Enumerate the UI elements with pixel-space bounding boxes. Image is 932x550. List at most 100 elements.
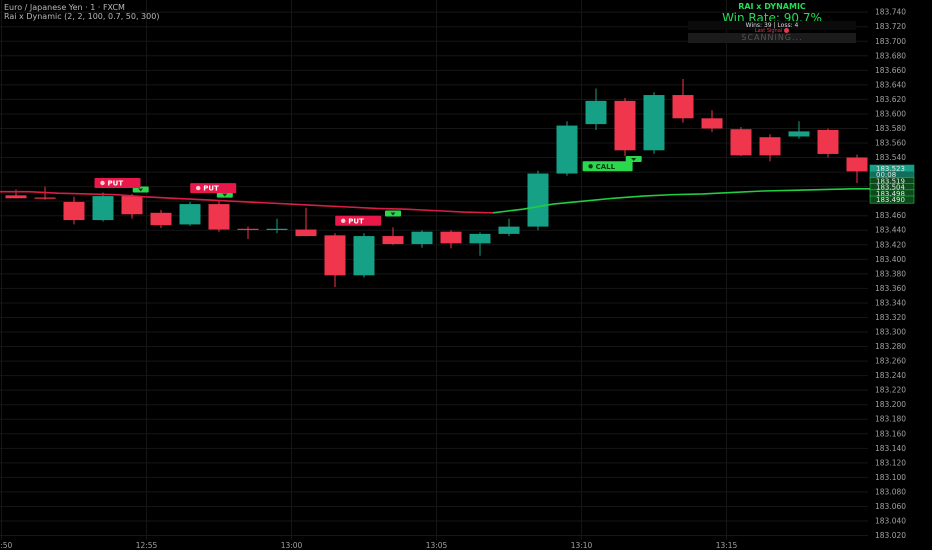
y-tick-label: 183.440 — [875, 226, 906, 235]
bearish-candle — [440, 231, 462, 244]
y-tick-label: 183.540 — [875, 153, 906, 162]
y-tick-label: 183.580 — [875, 124, 906, 133]
bearish-candle — [208, 204, 230, 230]
signal-box — [190, 183, 237, 194]
green-arrow-marker — [625, 156, 642, 163]
bearish-candle — [324, 235, 346, 276]
bearish-candle — [759, 137, 781, 156]
price-tag-text: 183.490 — [876, 196, 905, 204]
signal-dot-icon — [196, 185, 201, 191]
x-tick-label: 13:15 — [716, 541, 738, 550]
marker-arrow-icon — [390, 212, 396, 216]
y-tick-label: 183.280 — [875, 342, 906, 351]
bearish-candle — [817, 129, 839, 154]
y-tick-label: 183.340 — [875, 298, 906, 307]
y-tick-label: 183.600 — [875, 109, 906, 118]
bullish-candle — [353, 236, 375, 276]
bearish-candle — [730, 129, 752, 156]
x-tick-label: 12:50 — [0, 541, 13, 550]
y-tick-label: 183.660 — [875, 66, 906, 75]
bullish-candle — [498, 226, 520, 234]
x-tick-label: 13:05 — [426, 541, 448, 550]
y-tick-label: 183.160 — [875, 429, 906, 438]
bearish-candle — [295, 229, 317, 237]
bullish-candle — [585, 100, 607, 125]
bearish-candle — [237, 228, 259, 230]
y-tick-label: 183.040 — [875, 517, 906, 526]
signal-dot-icon — [100, 180, 105, 186]
ma-green-line — [492, 188, 884, 214]
bullish-candle — [556, 125, 578, 174]
bearish-candle — [150, 212, 172, 226]
y-tick-label: 183.300 — [875, 328, 906, 337]
bearish-candle — [5, 195, 27, 199]
bearish-candle — [614, 100, 636, 151]
put-signal-label: PUT — [190, 183, 237, 194]
x-tick-label: 13:00 — [281, 541, 303, 550]
green-arrow-marker — [132, 186, 149, 193]
price-tag-box — [869, 195, 915, 204]
last-signal-row: Last Signal — [688, 27, 856, 35]
signal-box — [94, 178, 141, 189]
call-signal-label: CALL — [582, 161, 633, 172]
price-tag-text: 183.519 — [876, 177, 905, 185]
bullish-candle — [411, 231, 433, 245]
put-signal-label: PUT — [94, 178, 141, 189]
signal-box — [582, 161, 633, 172]
bearish-candle — [63, 201, 85, 221]
symbol-legend[interactable]: Euro / Japanese Yen · 1 · FXCM — [4, 3, 125, 12]
signal-dot-icon — [341, 218, 346, 223]
y-tick-label: 183.120 — [875, 458, 906, 467]
marker-arrow-icon — [138, 188, 144, 192]
last-signal-label: Last Signal — [754, 28, 783, 34]
signal-text: PUT — [203, 185, 219, 193]
bearish-candle — [672, 95, 694, 119]
bearish-candle — [121, 196, 143, 215]
y-tick-label: 183.220 — [875, 386, 906, 395]
put-signal-label: PUT — [335, 215, 382, 226]
y-tick-label: 183.320 — [875, 313, 906, 322]
y-tick-label: 183.140 — [875, 444, 906, 453]
y-tick-label: 183.020 — [875, 531, 906, 540]
y-tick-label: 183.700 — [875, 37, 906, 46]
signal-text: PUT — [348, 217, 364, 225]
bearish-candle — [846, 157, 868, 172]
y-tick-label: 183.240 — [875, 371, 906, 380]
bullish-candle — [643, 95, 665, 151]
signal-text: PUT — [108, 180, 124, 188]
bearish-candle — [701, 118, 723, 129]
y-tick-label: 183.720 — [875, 22, 906, 31]
y-tick-label: 183.400 — [875, 255, 906, 264]
green-arrow-marker — [216, 191, 233, 198]
y-tick-label: 183.360 — [875, 284, 906, 293]
y-tick-label: 183.260 — [875, 357, 906, 366]
bearish-candle — [34, 197, 56, 199]
y-tick-label: 183.100 — [875, 473, 906, 482]
green-arrow-marker — [385, 210, 401, 217]
indicator-legend[interactable]: Rai x Dynamic (2, 2, 100, 0.7, 50, 300) — [4, 12, 160, 21]
ma-red-line — [0, 190, 494, 214]
y-tick-label: 183.640 — [875, 80, 906, 89]
bearish-candle — [382, 236, 404, 245]
y-tick-label: 183.680 — [875, 51, 906, 60]
y-tick-label: 183.080 — [875, 487, 906, 496]
y-tick-label: 183.460 — [875, 211, 906, 220]
bullish-candle — [179, 204, 201, 225]
y-tick-label: 183.740 — [875, 8, 906, 17]
signal-text: CALL — [596, 163, 616, 171]
x-tick-label: 12:55 — [136, 541, 158, 550]
price-tag-text: 183.504 — [876, 184, 905, 192]
wins-loss-record: Wins: 39 | Loss: 4 — [688, 21, 856, 30]
y-tick-label: 183.380 — [875, 269, 906, 278]
y-tick-label: 183.180 — [875, 415, 906, 424]
bullish-candle — [92, 196, 114, 221]
price-tag-text: 183.498 — [876, 190, 905, 198]
y-tick-label: 183.620 — [875, 95, 906, 104]
signal-dot-icon — [588, 164, 593, 169]
x-tick-label: 13:10 — [571, 541, 593, 550]
bullish-candle — [469, 233, 491, 244]
price-tag-text: 00:08 — [876, 171, 896, 179]
signal-box — [335, 215, 382, 226]
